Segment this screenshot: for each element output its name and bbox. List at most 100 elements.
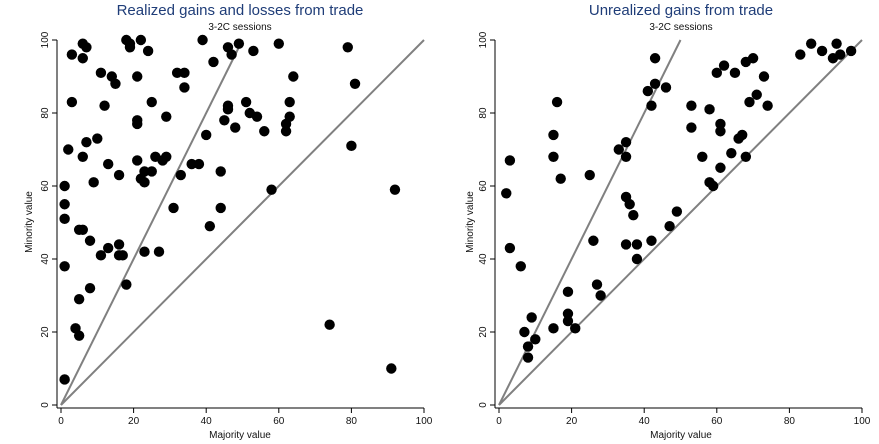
data-point bbox=[562, 315, 574, 327]
data-point bbox=[73, 330, 85, 341]
x-tick-label: 40 bbox=[639, 416, 651, 427]
y-tick-label: 80 bbox=[40, 107, 51, 119]
data-point bbox=[751, 89, 762, 100]
data-point bbox=[795, 49, 806, 60]
data-points bbox=[501, 38, 857, 363]
data-point bbox=[588, 235, 599, 246]
axis-ticks: 0 20 40 60 80 100 0 20 40 60 80 100 bbox=[40, 31, 433, 427]
data-point bbox=[744, 96, 755, 108]
data-point bbox=[84, 283, 96, 294]
data-point bbox=[740, 151, 752, 162]
data-point bbox=[526, 312, 537, 323]
x-tick-label: 0 bbox=[496, 416, 502, 427]
data-point bbox=[762, 100, 773, 111]
chart-title: Realized gains and losses from trade bbox=[117, 2, 364, 19]
data-point bbox=[620, 151, 632, 162]
data-point bbox=[805, 38, 817, 49]
data-point bbox=[386, 363, 397, 374]
data-point bbox=[642, 85, 654, 97]
data-point bbox=[280, 126, 292, 137]
data-point bbox=[631, 239, 643, 250]
data-point bbox=[99, 100, 110, 111]
chart-panel-unrealized: Unrealized gains from trade 3-2C session… bbox=[465, 2, 871, 441]
data-point bbox=[222, 104, 234, 115]
chart-panel-realized: Realized gains and losses from trade 3-2… bbox=[24, 2, 433, 441]
data-point bbox=[139, 246, 150, 257]
data-point bbox=[660, 82, 672, 93]
reference-lines bbox=[498, 39, 863, 406]
y-tick-label: 40 bbox=[478, 253, 489, 265]
data-point bbox=[504, 242, 516, 254]
data-point bbox=[66, 96, 78, 108]
data-point bbox=[584, 169, 595, 181]
data-point bbox=[77, 53, 88, 64]
data-point bbox=[161, 151, 172, 162]
x-tick-label: 60 bbox=[273, 416, 285, 427]
data-point bbox=[266, 184, 277, 195]
data-point bbox=[59, 374, 70, 385]
data-point bbox=[595, 290, 606, 301]
data-point bbox=[718, 60, 730, 71]
data-point bbox=[95, 250, 107, 261]
data-point bbox=[92, 133, 103, 144]
data-point bbox=[715, 118, 726, 130]
data-point bbox=[686, 100, 697, 111]
data-point bbox=[102, 158, 114, 170]
data-point bbox=[201, 129, 212, 141]
y-tick-label: 60 bbox=[478, 180, 489, 192]
data-point bbox=[219, 115, 230, 126]
data-point bbox=[139, 177, 150, 188]
data-point bbox=[95, 67, 107, 79]
data-point bbox=[142, 45, 154, 57]
data-point bbox=[816, 45, 828, 57]
data-point bbox=[835, 49, 846, 60]
data-point bbox=[153, 246, 165, 257]
data-point bbox=[273, 38, 284, 49]
data-point bbox=[620, 239, 632, 250]
data-point bbox=[102, 242, 114, 254]
data-point bbox=[649, 53, 661, 64]
data-point bbox=[288, 71, 299, 82]
data-point bbox=[248, 45, 259, 57]
data-point bbox=[66, 49, 78, 60]
data-point bbox=[747, 53, 759, 64]
data-point bbox=[110, 78, 121, 90]
x-tick-label: 80 bbox=[784, 416, 796, 427]
data-point bbox=[501, 188, 512, 199]
data-point bbox=[591, 279, 603, 290]
y-tick-label: 0 bbox=[478, 402, 489, 408]
y-axis-label: Minority value bbox=[24, 191, 35, 253]
data-point bbox=[324, 319, 335, 330]
y-tick-label: 40 bbox=[40, 253, 51, 265]
data-point bbox=[179, 82, 190, 93]
y-tick-label: 0 bbox=[40, 402, 51, 408]
data-point bbox=[240, 96, 252, 108]
data-point bbox=[726, 147, 737, 159]
data-point bbox=[168, 202, 179, 214]
data-point bbox=[519, 326, 530, 338]
chart-title: Unrealized gains from trade bbox=[589, 2, 773, 19]
data-point bbox=[570, 323, 581, 334]
data-point bbox=[117, 250, 128, 261]
data-point bbox=[59, 180, 70, 192]
x-axis-label: Majority value bbox=[650, 430, 712, 441]
data-point bbox=[193, 158, 205, 170]
data-point bbox=[81, 137, 92, 148]
y-tick-label: 100 bbox=[478, 31, 489, 48]
data-point bbox=[161, 111, 172, 122]
data-point bbox=[77, 224, 88, 235]
data-point bbox=[342, 42, 353, 53]
data-point bbox=[146, 166, 157, 177]
data-point bbox=[230, 122, 241, 133]
data-point bbox=[845, 45, 857, 57]
data-point bbox=[562, 308, 574, 319]
data-point bbox=[215, 166, 226, 177]
data-point bbox=[649, 78, 661, 90]
data-point bbox=[671, 206, 683, 217]
data-point bbox=[132, 118, 143, 130]
y-tick-label: 80 bbox=[478, 107, 489, 119]
data-point bbox=[113, 169, 125, 181]
data-point bbox=[548, 151, 559, 162]
reference-lines bbox=[60, 39, 425, 406]
x-tick-label: 100 bbox=[416, 416, 433, 427]
